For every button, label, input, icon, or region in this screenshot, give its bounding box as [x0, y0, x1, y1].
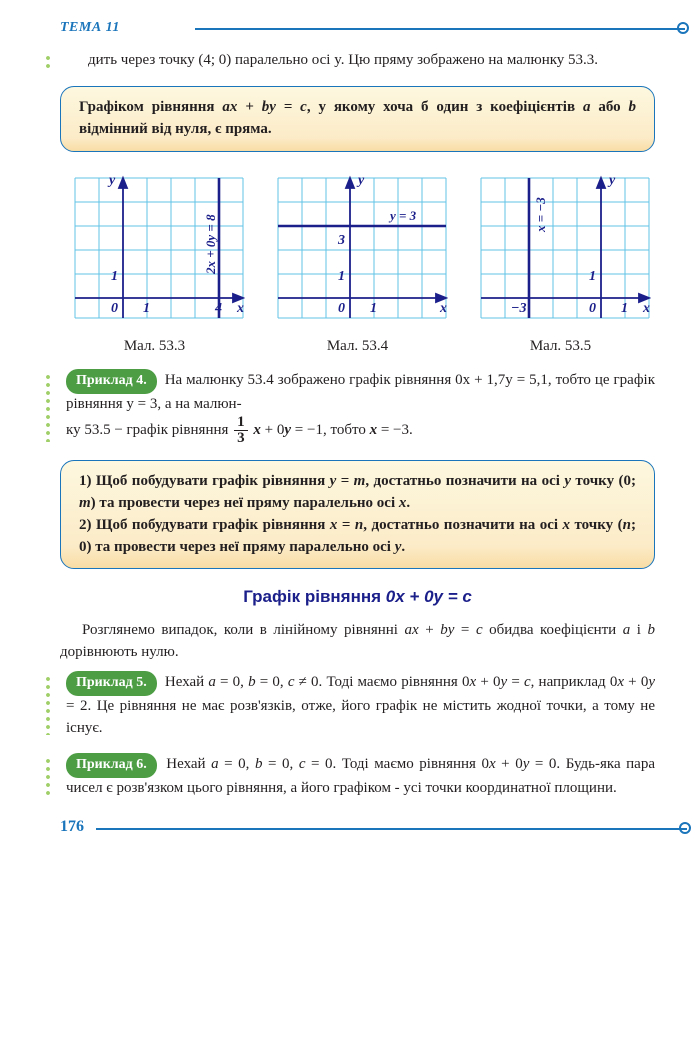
svg-text:x = −3: x = −3 [533, 196, 548, 232]
svg-text:0: 0 [111, 301, 118, 316]
intro-text: дить через точку (4; 0) паралельно осі y… [66, 50, 655, 72]
svg-text:1: 1 [370, 301, 377, 316]
frac-den: 3 [234, 431, 248, 446]
svg-text:2x + 0y = 8: 2x + 0y = 8 [203, 213, 218, 274]
svg-text:4: 4 [214, 301, 222, 316]
svg-text:y: y [107, 173, 116, 188]
chart-1: y x 0 1 4 1 2x + 0y = 8 Мал. 53.3 [60, 168, 249, 358]
svg-text:y = 3: y = 3 [388, 208, 417, 223]
example-5-block: Приклад 5. Нехай a = 0, b = 0, c ≠ 0. То… [60, 671, 655, 739]
section-heading-2: Графік рівняння 0x + 0y = c [60, 585, 655, 610]
example-4-p1: Приклад 4. На малюнку 53.4 зображено гра… [66, 369, 655, 415]
box2-l1: 1) Щоб побудувати графік рівняння y = m,… [79, 471, 636, 515]
svg-text:1: 1 [621, 301, 628, 316]
intro-block: дить через точку (4; 0) паралельно осі y… [60, 50, 655, 72]
para-after-h2: Розглянемо випадок, коли в лінійному рів… [60, 620, 655, 664]
svg-text:y: y [607, 173, 616, 188]
box1-a: Графіком рівняння [79, 99, 222, 115]
page-number: 176 [60, 815, 655, 838]
heading2-eq: 0x + 0y = c [386, 587, 472, 606]
example-4-block: Приклад 4. На малюнку 53.4 зображено гра… [60, 369, 655, 446]
chart-1-svg: y x 0 1 4 1 2x + 0y = 8 [65, 168, 245, 328]
svg-text:1: 1 [589, 269, 596, 284]
example-4-badge: Приклад 4. [66, 369, 157, 393]
chart-3-caption: Мал. 53.5 [466, 336, 655, 358]
svg-text:x: x [439, 301, 447, 316]
example-5-p: Приклад 5. Нехай a = 0, b = 0, c ≠ 0. То… [66, 671, 655, 739]
example-4-p2: ку 53.5 − графік рівняння 13 x + 0y = −1… [66, 415, 655, 446]
svg-text:1: 1 [111, 269, 118, 284]
example-6-block: Приклад 6. Нехай a = 0, b = 0, c = 0. То… [60, 753, 655, 799]
box2-l2: 2) Щоб побудувати графік рівняння x = n,… [79, 515, 636, 559]
chart-1-caption: Мал. 53.3 [60, 336, 249, 358]
theorem-box-1: Графіком рівняння ax + by = c, у якому х… [60, 86, 655, 152]
chapter-header: ТЕМА 11 [60, 18, 655, 38]
svg-text:1: 1 [143, 301, 150, 316]
example-6-p: Приклад 6. Нехай a = 0, b = 0, c = 0. То… [66, 753, 655, 799]
chart-3-svg: y x 0 1 −3 1 x = −3 [471, 168, 651, 328]
box1-eq: ax + by = c [222, 99, 306, 115]
box1-c: або [590, 99, 628, 115]
chart-2: y x 0 1 1 3 y = 3 Мал. 53.4 [263, 168, 452, 358]
svg-text:1: 1 [338, 269, 345, 284]
svg-text:y: y [356, 173, 365, 188]
chart-3: y x 0 1 −3 1 x = −3 Мал. 53.5 [466, 168, 655, 358]
svg-text:−3: −3 [511, 301, 526, 316]
heading2-a: Графік рівняння [243, 587, 386, 606]
box1-b: , у якому хоча б один з коефіцієнтів [307, 99, 583, 115]
svg-text:0: 0 [589, 301, 596, 316]
theorem-box-2: 1) Щоб побудувати графік рівняння y = m,… [60, 460, 655, 569]
charts-row: y x 0 1 4 1 2x + 0y = 8 Мал. 53.3 [60, 168, 655, 358]
svg-text:3: 3 [337, 233, 345, 248]
example-6-badge: Приклад 6. [66, 753, 157, 777]
example-4-t2a: ку 53.5 − графік рівняння [66, 422, 232, 438]
example-5-badge: Приклад 5. [66, 671, 157, 695]
frac-num: 1 [234, 415, 248, 431]
chart-2-caption: Мал. 53.4 [263, 336, 452, 358]
fraction-1-3: 13 [234, 415, 248, 446]
box1-var-b: b [629, 99, 637, 115]
box1-d: відмінний від нуля, є пряма. [79, 121, 272, 137]
svg-text:x: x [642, 301, 650, 316]
chart-2-svg: y x 0 1 1 3 y = 3 [268, 168, 448, 328]
svg-text:0: 0 [338, 301, 345, 316]
svg-text:x: x [236, 301, 244, 316]
